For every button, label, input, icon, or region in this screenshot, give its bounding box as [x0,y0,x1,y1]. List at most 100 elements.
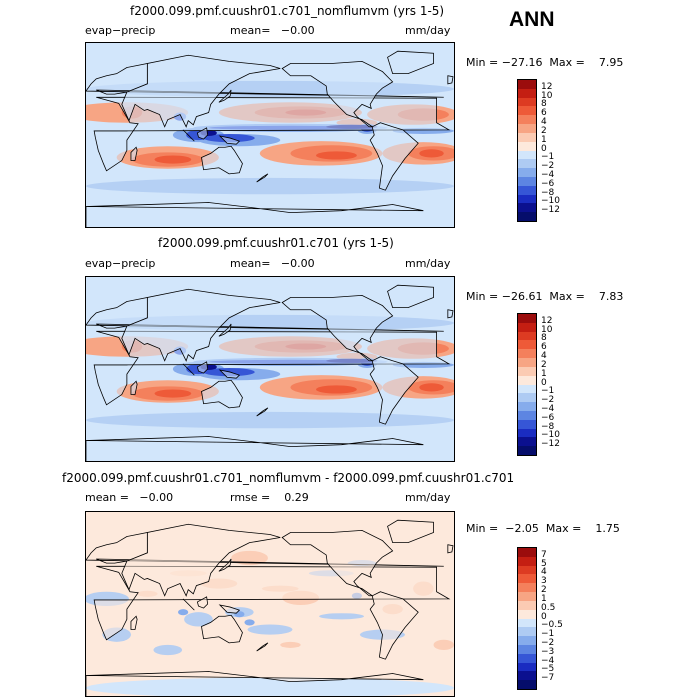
colorbar-tick-label: 8 [541,99,547,110]
colorbar-tick-label: 7 [541,549,547,560]
colorbar-tick-label: 1 [541,368,547,379]
colorbar-tick-label: −6 [541,178,555,189]
coastline [218,604,241,614]
coastline [86,671,424,696]
colorbar-tick-label: 0 [541,611,547,622]
coastline [447,544,454,554]
coastline [281,294,394,362]
colorbar-swatch [518,168,536,177]
field-patch [231,550,268,566]
season-label: ANN [509,8,555,31]
colorbar-swatch [518,446,536,455]
colorbar-swatch [518,671,536,681]
colorbar-swatch [518,159,536,169]
field-patch [184,612,213,627]
panel1-variable: evap−precip [85,24,156,37]
colorbar-swatch [518,556,536,566]
colorbar-tick-label: 4 [541,117,547,128]
field-patch [319,613,365,620]
map-field [86,43,454,227]
coastline [121,523,281,597]
colorbar-tick-label: 4 [541,351,547,362]
colorbar-tick-label: 6 [541,108,547,119]
colorbar-swatch [518,574,536,584]
coastline [218,558,232,572]
field-patch [316,385,357,394]
colorbar-swatch [518,176,536,186]
coastline [218,89,232,103]
map-field [86,277,454,461]
panel3-mean: mean = −0.00 [85,491,174,504]
colorbar-swatch [518,393,536,403]
colorbar-tick-label: 0 [541,377,547,388]
colorbar-tick-label: −4 [541,655,555,666]
panel2-map [85,276,455,462]
colorbar-swatch [518,600,536,610]
colorbar-swatch [518,97,536,107]
colorbar-swatch [518,592,536,601]
panel2-title: f2000.099.pmf.cuushr01.c701 (yrs 1-5) [158,236,394,250]
field-patch [433,639,454,650]
coastline [86,296,444,332]
map-field [86,512,454,696]
colorbar-tick-label: 8 [541,333,547,344]
coastline [369,122,419,191]
colorbar-tick-label: 2 [541,125,547,136]
coastline [86,531,444,567]
colorbar-tick-label: −4 [541,169,555,180]
coastline [387,519,434,544]
colorbar-tick-label: −12 [541,205,560,216]
coastline [182,598,195,611]
panel3-title: f2000.099.pmf.cuushr01.c701_nomflumvm - … [62,471,515,485]
coastline [130,380,138,395]
colorbar-tick-label: −2 [541,161,555,172]
colorbar-tick-label: −0.5 [541,620,563,631]
coastline [447,309,454,319]
field-patch [86,177,454,195]
panel3-units: mm/day [405,491,451,504]
colorbar-swatch [518,340,536,350]
colorbar-swatch [518,548,536,557]
coastline [182,129,195,142]
panel3-rmse: rmse = 0.29 [230,491,309,504]
field-patch [419,149,444,158]
coastline [121,54,281,128]
colorbar-tick-label: −1 [541,152,555,163]
colorbar-swatch [518,212,536,221]
field-patch [316,151,357,160]
panel1-minmax: Min = −27.16 Max = 7.95 [466,56,624,69]
colorbar-swatch [518,609,536,619]
colorbar-tick-label: 2 [541,585,547,596]
panel3-minmax: Min = −2.05 Max = 1.75 [466,522,620,535]
panel1-map [85,42,455,228]
colorbar-swatch [518,124,536,133]
coastline [130,615,138,630]
panel1-units: mm/day [405,24,451,37]
colorbar-tick-label: −3 [541,646,555,657]
colorbar-swatch [518,437,536,447]
colorbar-swatch [518,150,536,160]
colorbar-tick-label: 0.5 [541,602,556,613]
colorbar-tick-label: 1 [541,593,547,604]
coastline [182,363,195,376]
panel3-map [85,511,455,697]
coastline [256,642,269,652]
colorbar-swatch [518,80,536,89]
colorbar-swatch [518,428,536,438]
colorbar-tick-label: −4 [541,403,555,414]
coastline [86,436,424,461]
coastline [201,379,243,409]
coastline [130,146,138,161]
colorbar-tick-label: 12 [541,315,553,326]
coastline [196,127,209,140]
colorbar-tick-label: −10 [541,196,560,207]
colorbar-tick-label: 5 [541,558,547,569]
field-patch [154,155,192,164]
coastline [201,614,243,644]
colorbar-swatch [518,331,536,341]
colorbar-swatch [518,402,536,411]
colorbar-tick-label: −8 [541,421,555,432]
colorbar-swatch [518,358,536,367]
coastline [86,62,444,98]
panel1-title: f2000.099.pmf.cuushr01.c701_nomflumvm (y… [130,4,445,18]
